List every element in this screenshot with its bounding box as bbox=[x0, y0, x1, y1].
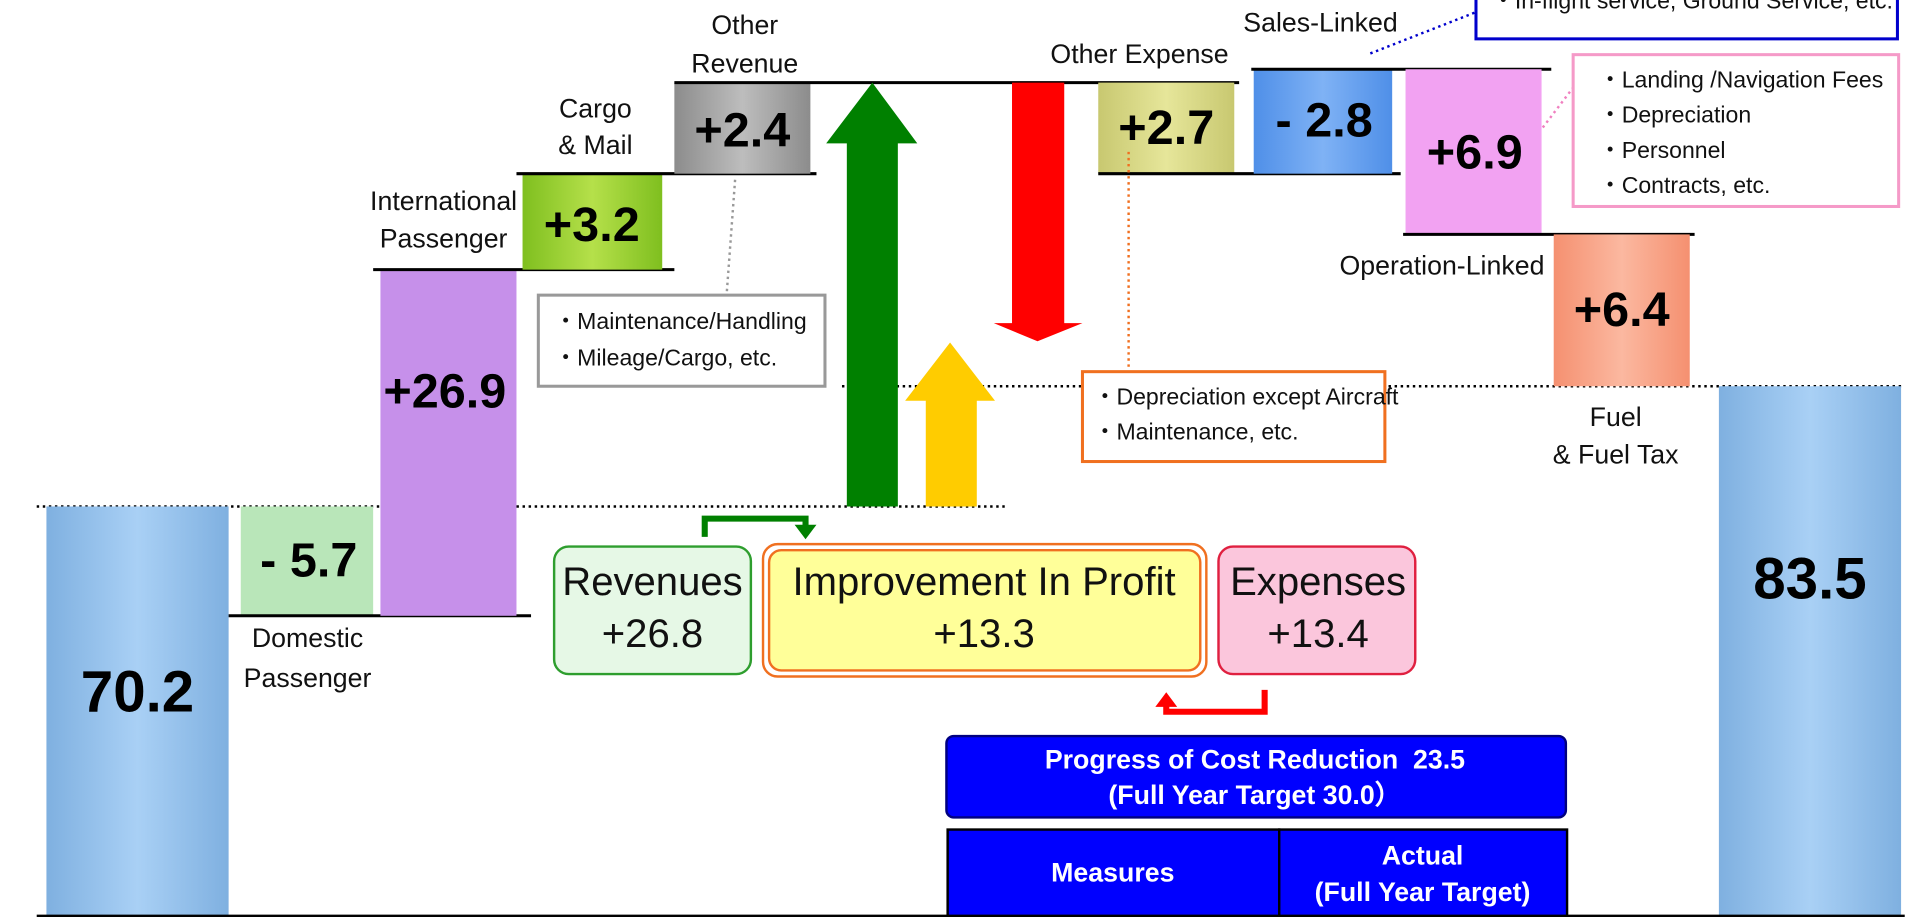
note-text: ・Maintenance/Handling bbox=[554, 308, 807, 334]
bracket-arrow bbox=[701, 515, 809, 537]
note-text: ・Landing /Navigation Fees bbox=[1599, 66, 1884, 92]
end-bar bbox=[1718, 386, 1902, 917]
end-value: 83.5 bbox=[1753, 546, 1866, 611]
note-text: ・Depreciation bbox=[1599, 102, 1752, 128]
connector bbox=[725, 179, 737, 296]
bar-value: +2.4 bbox=[694, 103, 790, 157]
bar bbox=[1405, 69, 1542, 235]
bar-label: Passenger bbox=[244, 663, 372, 693]
bar-value: +3.2 bbox=[544, 198, 640, 252]
arrow-head bbox=[794, 524, 817, 540]
start-bar bbox=[46, 506, 229, 917]
arrow-head bbox=[1155, 692, 1178, 707]
bar-label: Sales-Linked bbox=[1243, 7, 1397, 37]
bar-value: +2.7 bbox=[1118, 101, 1214, 155]
bar bbox=[1253, 69, 1393, 174]
note-text: ・Depreciation except Aircraft bbox=[1093, 383, 1399, 409]
cost-box bbox=[945, 734, 1568, 819]
summary-title: Improvement In Profit bbox=[793, 560, 1176, 604]
bar-label: Other Expense bbox=[1050, 39, 1228, 69]
bar-label: Cargo bbox=[559, 94, 632, 124]
note-text: ・In-flight service, Ground Service, etc. bbox=[1492, 0, 1893, 14]
bar-value: - 5.7 bbox=[260, 533, 357, 587]
note-box bbox=[1571, 53, 1901, 208]
profit-arrow bbox=[905, 342, 996, 507]
bar bbox=[380, 269, 517, 616]
table-header: Measures bbox=[1051, 858, 1174, 888]
note-box bbox=[536, 293, 827, 388]
summary-title: Expenses bbox=[1230, 560, 1406, 604]
summary-box bbox=[552, 545, 753, 676]
summary-value: +13.3 bbox=[933, 612, 1034, 656]
bar-value: +26.9 bbox=[383, 365, 506, 419]
start-value: 70.2 bbox=[81, 659, 194, 724]
cost-subtitle: (Full Year Target 30.0） bbox=[1108, 780, 1401, 810]
note-text: ・Personnel bbox=[1599, 137, 1726, 163]
note-box bbox=[1080, 370, 1387, 464]
note-box bbox=[1474, 0, 1899, 41]
summary-box bbox=[1217, 545, 1417, 676]
bar-value: +6.4 bbox=[1574, 283, 1670, 337]
bar bbox=[240, 506, 374, 616]
bar-label: Revenue bbox=[691, 49, 798, 79]
connector bbox=[1369, 11, 1477, 55]
bar-label: & Mail bbox=[558, 130, 632, 160]
bar-label: Other bbox=[711, 10, 778, 40]
bar-label: Domestic bbox=[252, 623, 363, 653]
summary-value: +26.8 bbox=[602, 612, 703, 656]
bar bbox=[674, 82, 811, 174]
bar-label: Fuel bbox=[1590, 402, 1642, 432]
connector bbox=[1541, 66, 1590, 129]
bar bbox=[1553, 234, 1690, 387]
bar-label: International bbox=[370, 186, 517, 216]
table-header: (Full Year Target) bbox=[1315, 877, 1531, 907]
summary-inner bbox=[767, 548, 1202, 672]
note-text: ・Maintenance, etc. bbox=[1093, 419, 1298, 445]
note-text: ・Contracts, etc. bbox=[1599, 172, 1771, 198]
bar-value: +6.9 bbox=[1427, 125, 1523, 179]
table-header: Actual bbox=[1382, 841, 1464, 871]
revenue-arrow bbox=[826, 82, 918, 507]
summary-title: Revenues bbox=[562, 560, 742, 604]
cost-title: Progress of Cost Reduction 23.5 bbox=[1045, 745, 1465, 775]
note-text: ・Mileage/Cargo, etc. bbox=[554, 345, 777, 371]
table-header-cell bbox=[1278, 828, 1569, 917]
summary-value: +13.4 bbox=[1267, 612, 1368, 656]
bracket-arrow bbox=[1163, 689, 1268, 715]
bar bbox=[1098, 82, 1235, 174]
bar-label: & Fuel Tax bbox=[1553, 440, 1679, 470]
expense-arrow bbox=[993, 82, 1083, 342]
bar-value: - 2.8 bbox=[1276, 94, 1373, 148]
bar-label: Passenger bbox=[380, 224, 508, 254]
bar-label: Operation-Linked bbox=[1339, 250, 1544, 280]
bar bbox=[522, 173, 663, 270]
